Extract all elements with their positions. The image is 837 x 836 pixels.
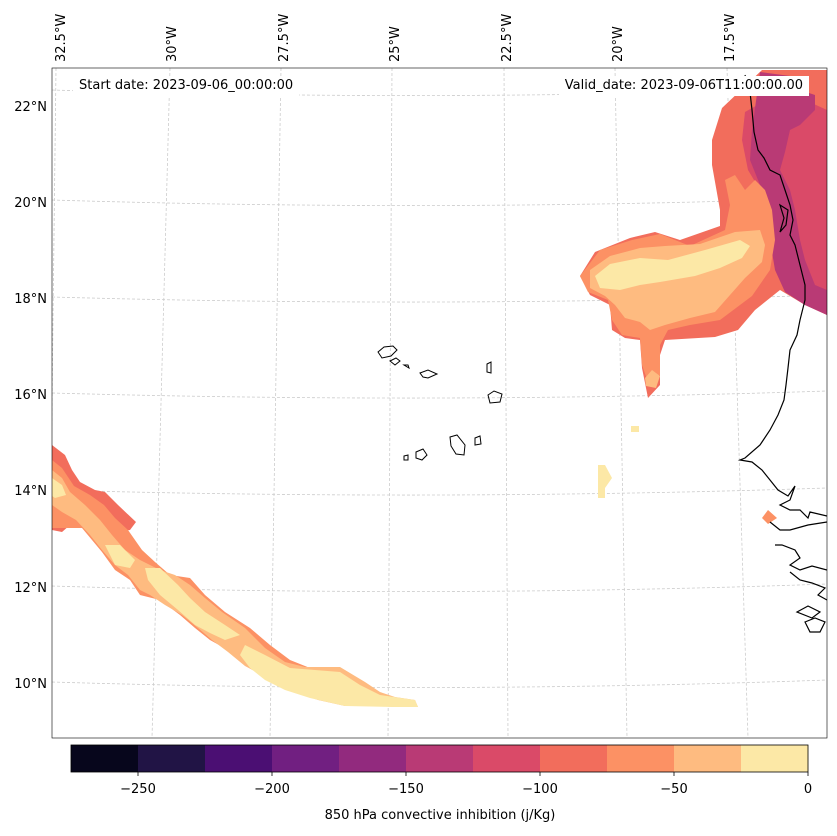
- coastline-guinea-bissau: [769, 521, 827, 633]
- island-santa-luzia: [402, 364, 410, 370]
- cin-band-minus25-d: [240, 645, 418, 707]
- cin-contour-minus150: [750, 72, 827, 315]
- map-frame: [51, 67, 828, 739]
- island-santo-antao: [377, 345, 398, 359]
- island-boa-vista: [487, 390, 503, 404]
- coastline-cap-blanc: [778, 203, 789, 233]
- colorbar-bin-3: [272, 745, 340, 772]
- cin-isolated-patch-d: [762, 510, 777, 524]
- cb-tick-minus50: −50: [660, 782, 687, 797]
- latitude-labels: 22°N 20°N 18°N 16°N 14°N 12°N 10°N: [14, 100, 47, 692]
- valid-date-label: Valid_date: 2023-09-06T11:00:00.00: [558, 76, 809, 96]
- cin-band-minus25-a: [52, 478, 66, 498]
- cb-tick-minus200: −200: [254, 782, 290, 797]
- cape-verde-islands: [377, 345, 503, 461]
- colorbar: [70, 744, 809, 776]
- colorbar-bin-5: [406, 745, 474, 772]
- longitude-labels: 32.5°W 30°W 27.5°W 25°W 22.5°W 20°W 17.5…: [54, 14, 738, 62]
- island-sal: [486, 361, 492, 374]
- lat-label-10n: 10°N: [14, 677, 47, 692]
- lat-label-18n: 18°N: [14, 292, 47, 307]
- cin-band-minus25-c: [145, 568, 240, 640]
- coastline-western-sahara-mauritania: [737, 74, 827, 520]
- lon-label-17-5w: 17.5°W: [723, 14, 738, 62]
- colorbar-bin-9: [674, 745, 742, 772]
- colorbar-frame: [70, 744, 809, 773]
- cin-isolated-patch-a: [645, 370, 660, 388]
- island-brava: [403, 454, 409, 461]
- lon-label-30w: 30°W: [165, 26, 180, 62]
- cb-tick-0: 0: [804, 782, 812, 797]
- lon-label-22-5w: 22.5°W: [500, 14, 515, 62]
- island-santiago: [449, 434, 466, 456]
- colorbar-bin-10: [741, 745, 809, 772]
- africa-coastline: [737, 74, 827, 633]
- colorbar-bin-0: [71, 745, 139, 772]
- cin-field-southwest: [52, 445, 418, 707]
- colorbar-bin-2: [205, 745, 273, 772]
- island-fogo: [415, 448, 428, 461]
- lat-label-20n: 20°N: [14, 196, 47, 211]
- colorbar-bin-7: [540, 745, 608, 772]
- colorbar-bin-6: [473, 745, 541, 772]
- cb-tick-minus250: −250: [120, 782, 156, 797]
- lat-label-12n: 12°N: [14, 581, 47, 596]
- colorbar-bin-4: [339, 745, 407, 772]
- colorbar-bin-1: [138, 745, 206, 772]
- lat-label-22n: 22°N: [14, 100, 47, 115]
- cin-field-northeast: [580, 70, 827, 524]
- gridlines: [52, 68, 827, 738]
- lon-label-27-5w: 27.5°W: [277, 14, 292, 62]
- lat-label-16n: 16°N: [14, 388, 47, 403]
- lat-label-14n: 14°N: [14, 484, 47, 499]
- colorbar-title: 850 hPa convective inhibition (j/Kg): [324, 808, 556, 823]
- cb-tick-minus100: −100: [522, 782, 558, 797]
- lon-label-32-5w: 32.5°W: [54, 14, 69, 62]
- island-sao-nicolau: [419, 369, 439, 379]
- island-sao-vicente: [389, 357, 401, 366]
- start-date-label: Start date: 2023-09-06_00:00:00: [73, 76, 300, 96]
- cin-isolated-patch-b: [631, 426, 639, 432]
- colorbar-tick-labels: −250 −200 −150 −100 −50 0: [120, 782, 812, 797]
- map-area: [52, 68, 827, 738]
- colorbar-bin-8: [607, 745, 675, 772]
- cin-isolated-patch-c: [598, 465, 612, 498]
- cin-contour-minus25: [595, 240, 750, 290]
- cb-tick-minus150: −150: [388, 782, 424, 797]
- cin-band-minus25-b: [105, 545, 135, 568]
- lon-label-25w: 25°W: [388, 26, 403, 62]
- lon-label-20w: 20°W: [611, 26, 626, 62]
- island-maio: [474, 435, 482, 446]
